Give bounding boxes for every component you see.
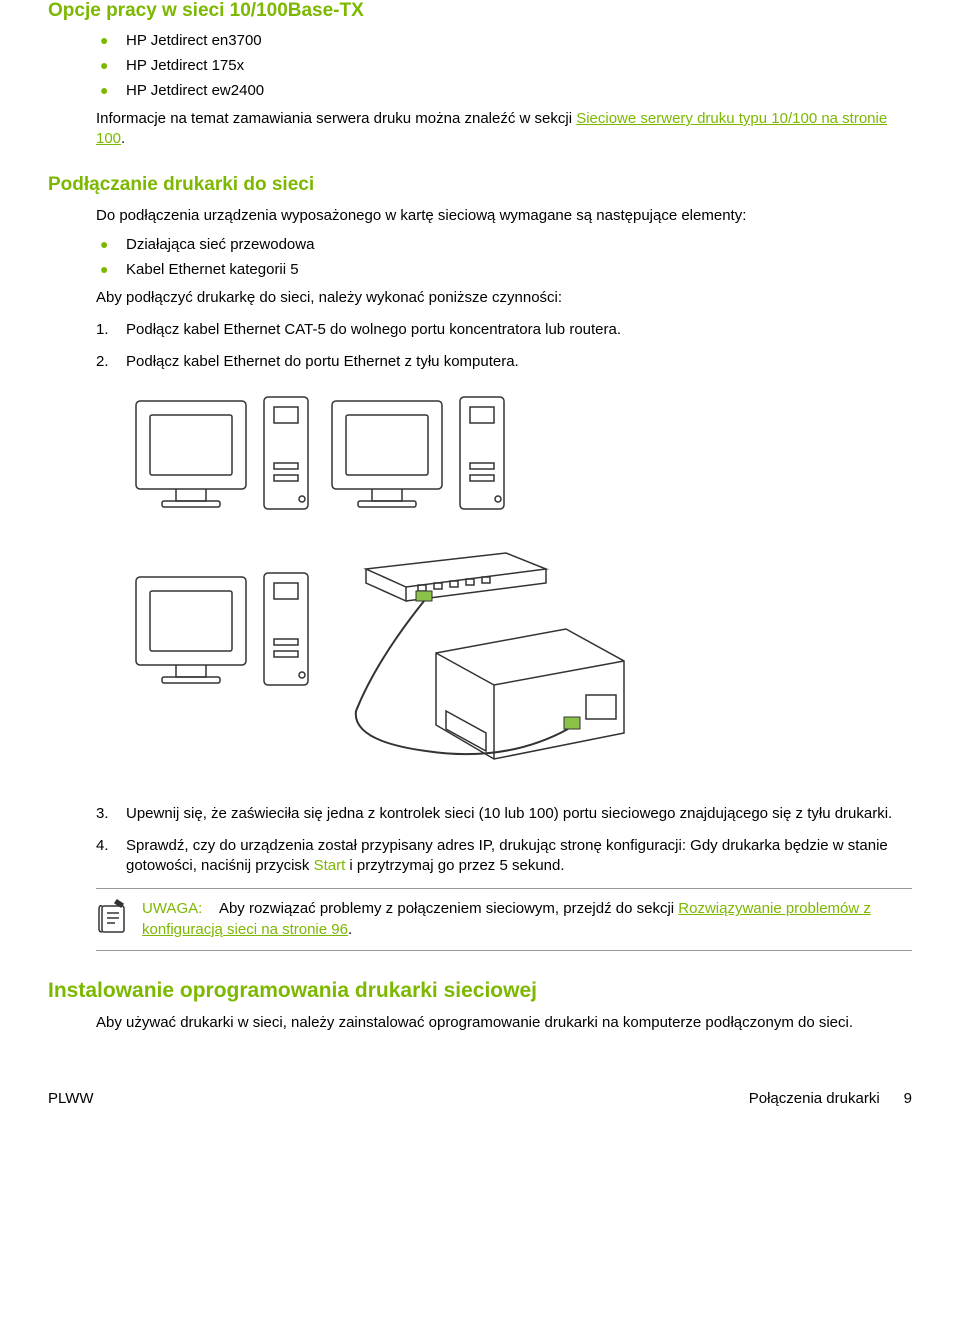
note-box: UWAGA: Aby rozwiązać problemy z połączen…	[96, 888, 912, 951]
footer-section-title: Połączenia drukarki	[749, 1090, 880, 1107]
heading-install-software: Instalowanie oprogramowania drukarki sie…	[48, 979, 912, 1003]
connect-intro-paragraph: Do podłączenia urządzenia wyposażonego w…	[48, 206, 912, 226]
list-item: Podłącz kabel Ethernet CAT-5 do wolnego …	[96, 320, 912, 340]
install-paragraph: Aby używać drukarki w sieci, należy zain…	[48, 1013, 912, 1033]
footer-page-number: 9	[904, 1090, 912, 1107]
connect-follow-paragraph: Aby podłączyć drukarkę do sieci, należy …	[48, 288, 912, 308]
note-text: UWAGA: Aby rozwiązać problemy z połączen…	[142, 899, 912, 940]
step4-text-after: i przytrzymaj go przez 5 sekund.	[345, 857, 564, 874]
step4-green-word: Start	[314, 857, 346, 874]
list-item: Podłącz kabel Ethernet do portu Ethernet…	[96, 352, 912, 372]
list-item: Działająca sieć przewodowa	[96, 236, 912, 253]
list-item: HP Jetdirect 175x	[96, 57, 912, 74]
heading-connect-printer: Podłączanie drukarki do sieci	[48, 174, 912, 196]
list-item: HP Jetdirect en3700	[96, 32, 912, 49]
list-item: Upewnij się, że zaświeciła się jedna z k…	[96, 804, 912, 824]
note-text-before: Aby rozwiązać problemy z połączeniem sie…	[219, 900, 678, 917]
list-item: HP Jetdirect ew2400	[96, 82, 912, 99]
network-diagram	[48, 391, 912, 786]
requirements-list: Działająca sieć przewodowa Kabel Etherne…	[48, 236, 912, 278]
intro-paragraph: Informacje na temat zamawiania serwera d…	[48, 109, 912, 150]
footer-left: PLWW	[48, 1090, 94, 1107]
steps-list-2: Upewnij się, że zaświeciła się jedna z k…	[48, 804, 912, 877]
list-item: Sprawdź, czy do urządzenia został przypi…	[96, 836, 912, 877]
note-label: UWAGA:	[142, 900, 202, 917]
heading-network-options: Opcje pracy w sieci 10/100Base-TX	[48, 0, 912, 22]
page-footer: PLWW Połączenia drukarki 9	[48, 1090, 912, 1107]
note-icon	[96, 899, 132, 940]
jetdirect-list: HP Jetdirect en3700 HP Jetdirect 175x HP…	[48, 32, 912, 99]
steps-list-1: Podłącz kabel Ethernet CAT-5 do wolnego …	[48, 320, 912, 373]
intro-text-before: Informacje na temat zamawiania serwera d…	[96, 110, 576, 127]
list-item: Kabel Ethernet kategorii 5	[96, 261, 912, 278]
note-text-after: .	[348, 921, 352, 938]
intro-text-after: .	[121, 130, 125, 147]
